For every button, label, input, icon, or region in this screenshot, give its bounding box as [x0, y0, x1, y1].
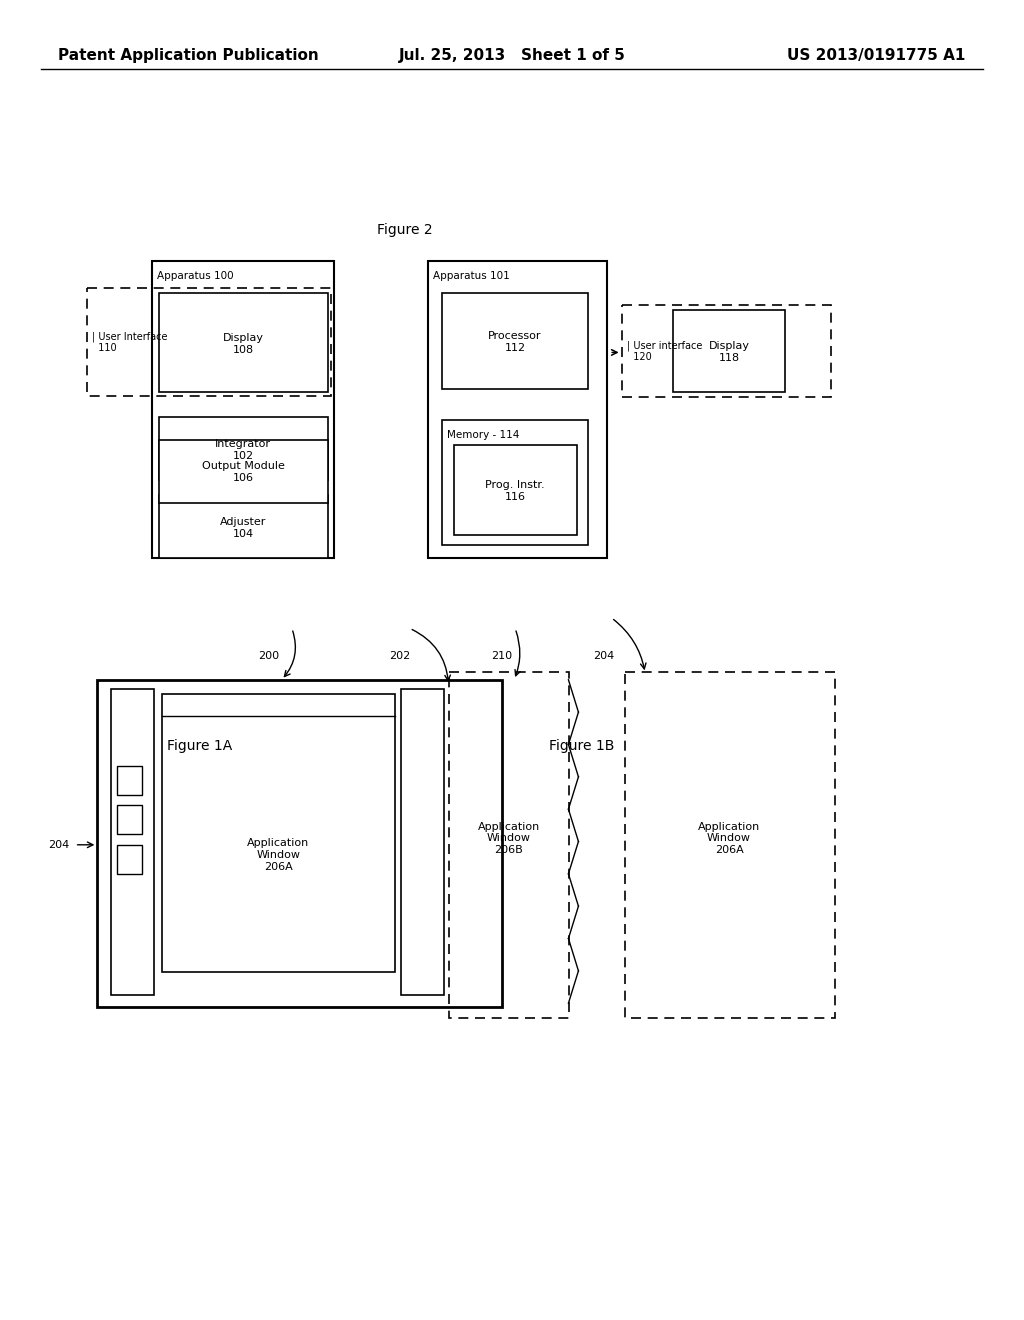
- Text: Prog. Instr.: Prog. Instr.: [485, 479, 545, 490]
- Bar: [159, 417, 328, 480]
- Bar: [442, 293, 588, 389]
- Text: 116: 116: [505, 492, 525, 502]
- Text: | User interface: | User interface: [627, 341, 701, 351]
- Bar: [117, 805, 142, 834]
- Bar: [162, 694, 395, 972]
- Text: Apparatus 100: Apparatus 100: [157, 272, 233, 281]
- Text: Figure 1A: Figure 1A: [167, 739, 232, 752]
- Bar: [97, 680, 502, 1007]
- Text: 102: 102: [232, 451, 254, 461]
- Bar: [87, 288, 331, 396]
- Text: Patent Application Publication: Patent Application Publication: [58, 48, 319, 63]
- Bar: [622, 305, 831, 397]
- Bar: [442, 420, 588, 545]
- Text: Application: Application: [248, 838, 309, 847]
- Text: 112: 112: [505, 343, 525, 354]
- Text: US 2013/0191775 A1: US 2013/0191775 A1: [787, 48, 966, 63]
- Text: 204: 204: [594, 651, 614, 661]
- Bar: [111, 689, 154, 995]
- Text: Application
Window
206A: Application Window 206A: [698, 821, 760, 855]
- Text: Output Module: Output Module: [202, 461, 285, 471]
- Bar: [159, 293, 328, 392]
- Text: Display: Display: [222, 333, 264, 342]
- Text: 110: 110: [92, 343, 117, 352]
- Bar: [449, 672, 569, 1018]
- Text: Figure 1B: Figure 1B: [549, 739, 614, 752]
- Bar: [152, 261, 334, 558]
- Text: 108: 108: [232, 345, 254, 355]
- Text: Figure 2: Figure 2: [377, 223, 432, 236]
- Bar: [673, 310, 785, 392]
- Bar: [625, 672, 835, 1018]
- Bar: [159, 495, 328, 558]
- Text: 202: 202: [389, 651, 410, 661]
- Text: Window: Window: [257, 850, 300, 859]
- Bar: [401, 689, 444, 995]
- Text: Apparatus 101: Apparatus 101: [433, 272, 510, 281]
- Bar: [454, 445, 577, 535]
- Text: 106: 106: [232, 474, 254, 483]
- Text: Adjuster: Adjuster: [220, 516, 266, 527]
- Text: Jul. 25, 2013   Sheet 1 of 5: Jul. 25, 2013 Sheet 1 of 5: [398, 48, 626, 63]
- Text: 206A: 206A: [264, 862, 293, 873]
- Text: 200: 200: [258, 651, 279, 661]
- Text: Integrator: Integrator: [215, 438, 271, 449]
- Bar: [428, 261, 607, 558]
- Text: 120: 120: [627, 352, 651, 362]
- Text: 210: 210: [492, 651, 512, 661]
- Text: Processor: Processor: [488, 331, 542, 342]
- Text: Display: Display: [709, 341, 750, 351]
- Text: Application
Window
206B: Application Window 206B: [478, 821, 540, 855]
- Bar: [159, 440, 328, 503]
- Text: 104: 104: [232, 529, 254, 539]
- Bar: [117, 845, 142, 874]
- Bar: [117, 766, 142, 795]
- Text: 118: 118: [719, 354, 739, 363]
- Text: Memory - 114: Memory - 114: [447, 430, 520, 440]
- Text: | User Interface: | User Interface: [92, 331, 168, 342]
- Text: 204: 204: [48, 840, 70, 850]
